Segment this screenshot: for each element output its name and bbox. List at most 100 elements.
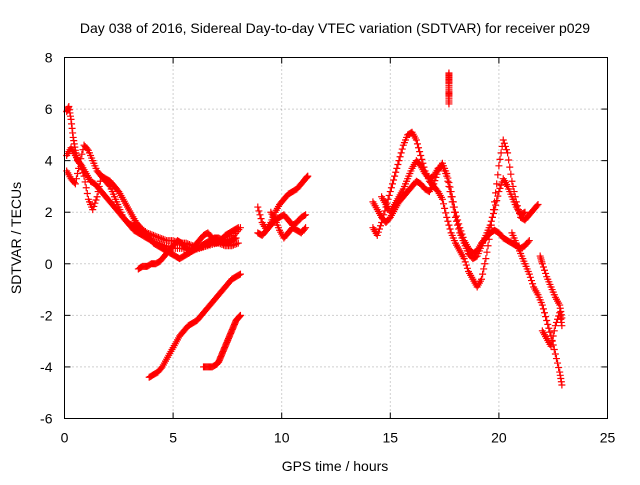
data-point — [504, 149, 512, 157]
data-point — [496, 155, 504, 163]
data-point — [446, 188, 454, 196]
data-point — [235, 271, 243, 279]
data-point — [550, 327, 558, 335]
data-point — [446, 225, 454, 233]
series-arc-i — [267, 208, 310, 242]
series-arc-g — [254, 172, 312, 234]
series-arc-n — [536, 252, 566, 322]
data-point — [501, 142, 509, 150]
data-point — [71, 180, 79, 188]
y-axis-label: SDTVAR / TECUs — [8, 182, 24, 294]
data-point — [231, 235, 239, 243]
series-arc-m — [508, 229, 566, 389]
data-point — [443, 213, 451, 221]
data-point — [394, 161, 402, 169]
data-point — [525, 237, 533, 245]
data-point — [151, 232, 159, 240]
data-point — [392, 168, 400, 176]
data-point — [83, 190, 91, 198]
y-tick-label: 2 — [45, 204, 53, 220]
data-point — [505, 156, 513, 164]
data-point — [416, 148, 424, 156]
data-point — [377, 222, 385, 230]
data-point — [506, 163, 514, 171]
x-tick-label: 5 — [169, 430, 177, 446]
data-point — [552, 355, 560, 363]
data-point — [487, 217, 495, 225]
data-point — [460, 255, 468, 263]
data-point — [448, 198, 456, 206]
data-point — [442, 209, 450, 217]
data-point — [236, 270, 244, 278]
data-point — [479, 270, 487, 278]
data-point — [454, 221, 462, 229]
data-point — [391, 172, 399, 180]
data-point — [451, 213, 459, 221]
data-point — [387, 184, 395, 192]
data-point — [77, 155, 85, 163]
data-point — [375, 225, 383, 233]
data-point — [492, 201, 500, 209]
data-point — [386, 188, 394, 196]
data-point — [443, 172, 451, 180]
data-point — [94, 188, 102, 196]
data-point — [558, 322, 566, 330]
series-arc-f — [200, 311, 244, 371]
data-point — [499, 136, 507, 144]
data-point — [233, 224, 241, 232]
data-point — [482, 255, 490, 263]
data-markers — [63, 69, 566, 389]
x-tick-label: 10 — [274, 430, 290, 446]
data-point — [159, 235, 167, 243]
x-tick-label: 15 — [383, 430, 399, 446]
x-axis-label: GPS time / hours — [282, 458, 389, 474]
data-point — [412, 136, 420, 144]
data-point — [302, 211, 310, 219]
data-point — [497, 149, 505, 157]
data-point — [494, 171, 502, 179]
x-tick-label: 0 — [61, 430, 69, 446]
data-point — [430, 180, 438, 188]
data-point — [154, 233, 162, 241]
data-point — [541, 309, 549, 317]
data-point — [554, 359, 562, 367]
data-point — [549, 332, 557, 340]
data-point — [538, 260, 546, 268]
data-point — [555, 364, 563, 372]
data-point — [150, 231, 158, 239]
data-point — [462, 261, 470, 269]
data-point — [105, 181, 113, 189]
data-point — [82, 184, 90, 192]
data-point — [529, 280, 537, 288]
data-point — [398, 145, 406, 153]
series-arc-e — [145, 270, 244, 381]
data-point — [500, 139, 508, 147]
chart-title: Day 038 of 2016, Sidereal Day-to-day VTE… — [80, 20, 590, 36]
data-point — [236, 311, 244, 319]
data-point — [525, 270, 533, 278]
data-point — [81, 178, 89, 186]
y-tick-label: 4 — [45, 153, 53, 169]
y-tick-label: -2 — [40, 307, 53, 323]
data-point — [445, 100, 453, 108]
data-point — [445, 182, 453, 190]
data-point — [551, 350, 559, 358]
data-point — [526, 273, 534, 281]
data-point — [444, 217, 452, 225]
data-point — [480, 265, 488, 273]
data-point — [384, 195, 392, 203]
data-point — [524, 238, 532, 246]
x-tick-label: 25 — [600, 430, 616, 446]
data-point — [542, 269, 550, 277]
data-point — [90, 202, 98, 210]
data-point — [438, 195, 446, 203]
y-tick-label: 0 — [45, 256, 53, 272]
y-tick-label: 8 — [45, 50, 53, 66]
data-point — [396, 153, 404, 161]
data-point — [461, 258, 469, 266]
data-point — [74, 170, 82, 178]
data-point — [76, 159, 84, 167]
data-point — [538, 301, 546, 309]
data-point — [455, 225, 463, 233]
data-point — [488, 213, 496, 221]
